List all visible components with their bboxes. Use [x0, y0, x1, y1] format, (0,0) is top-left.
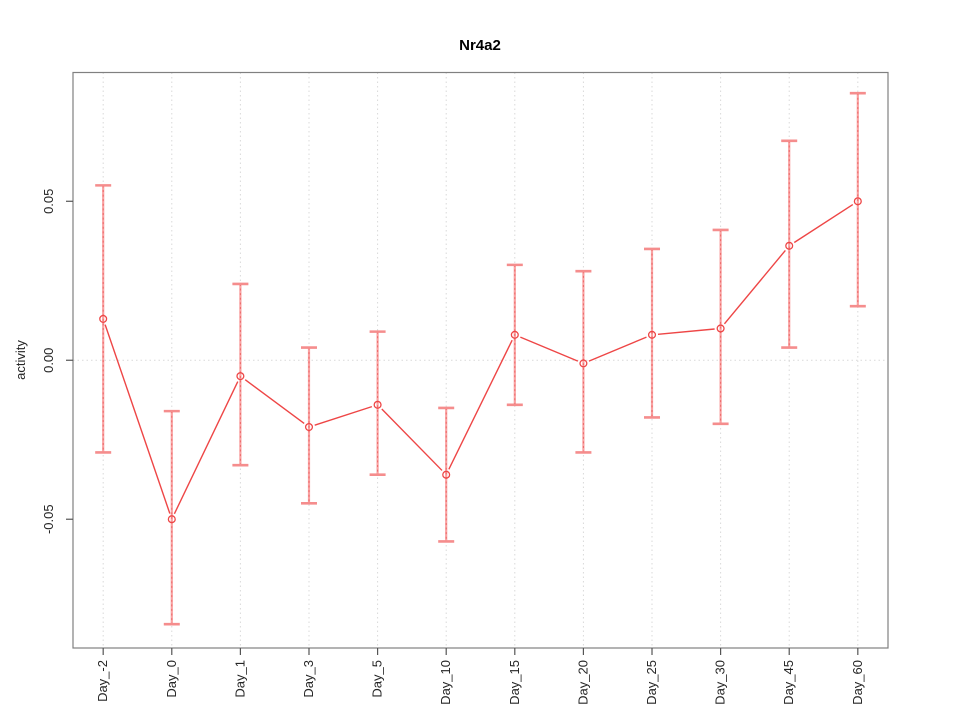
- data-point: [167, 515, 176, 524]
- series-line-segment: [657, 328, 715, 335]
- data-points-group: [99, 197, 862, 524]
- series-line-segment: [723, 249, 786, 325]
- chart-title: Nr4a2: [459, 37, 501, 54]
- x-tick-label: Day_0: [164, 660, 179, 698]
- x-tick-label: Day_25: [644, 660, 659, 705]
- x-tick-label: Day_-2: [95, 660, 110, 702]
- x-tick-label: Day_5: [370, 660, 385, 698]
- x-axis: Day_-2 Day_0 Day_1 Day_3 Day_5 Day_10 Day_15 Da…: [95, 648, 865, 705]
- series-line-segment: [244, 379, 305, 425]
- x-tick-label: Day_30: [713, 660, 728, 705]
- data-point: [853, 197, 862, 206]
- data-point: [647, 330, 657, 339]
- series-line-segment: [588, 336, 647, 362]
- y-axis: -0.05 0.00 0.05: [41, 189, 73, 534]
- series-line-segment: [793, 203, 854, 244]
- series-line-group: [104, 203, 854, 515]
- x-tick-label: Day_3: [301, 660, 316, 698]
- x-tick-label: Day_15: [507, 660, 522, 705]
- y-tick-label: 0.05: [41, 189, 56, 214]
- series-line-segment: [104, 324, 171, 514]
- x-tick-label: Day_10: [438, 660, 453, 705]
- x-tick-label: Day_1: [232, 660, 247, 698]
- x-tick-label: Day_20: [575, 660, 590, 705]
- data-point: [785, 241, 794, 250]
- series-line-segment: [173, 381, 239, 515]
- data-point: [716, 324, 725, 333]
- series-line-segment: [520, 336, 579, 362]
- data-point: [304, 422, 314, 432]
- x-tick-label: Day_45: [781, 660, 796, 705]
- data-point: [579, 359, 588, 368]
- data-point: [510, 330, 519, 339]
- x-tick-label: Day_60: [850, 660, 865, 705]
- data-point: [236, 372, 245, 381]
- y-tick-label: 0.00: [41, 348, 56, 373]
- y-tick-label: -0.05: [41, 504, 56, 534]
- data-point: [99, 314, 108, 323]
- series-line-segment: [381, 408, 443, 471]
- y-axis-title: activity: [13, 340, 28, 380]
- data-point: [442, 470, 451, 479]
- series-line-segment: [448, 339, 513, 470]
- gridlines-group: [73, 72, 888, 648]
- data-point: [373, 400, 382, 409]
- error-bars-group: [95, 91, 866, 626]
- series-line-segment: [314, 405, 373, 426]
